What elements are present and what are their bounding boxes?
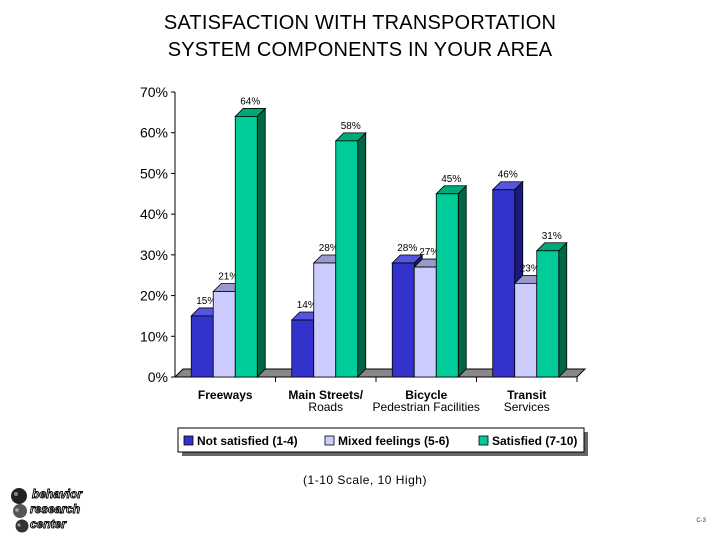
chart-title-line-2: SYSTEM COMPONENTS IN YOUR AREA: [167, 39, 553, 61]
data-label: 31%: [542, 231, 562, 242]
y-tick-label: 40%: [140, 206, 168, 222]
data-label: 28%: [319, 243, 339, 254]
legend-label: Satisfied (7-10): [492, 434, 577, 448]
bar: [190, 315, 214, 378]
y-tick-label: 50%: [140, 165, 168, 181]
legend-swatch: [183, 435, 194, 446]
bar: [536, 250, 560, 378]
x-tick-label: Bicycle: [405, 388, 447, 402]
x-tick-label: Main Streets/: [288, 388, 363, 402]
x-tick-label: Pedestrian Facilities: [373, 400, 480, 414]
logo-line-1: behavior: [32, 487, 83, 501]
chart-title-line-1: SATISFACTION WITH TRANSPORTATION: [163, 12, 557, 34]
y-tick-label: 20%: [140, 288, 168, 304]
legend-swatch: [324, 435, 335, 446]
legend-swatch: [478, 435, 489, 446]
y-tick-label: 10%: [140, 328, 168, 344]
logo-faces-icon: [11, 488, 29, 533]
data-label: 15%: [196, 296, 216, 307]
data-label: 21%: [218, 272, 238, 283]
bar: [212, 291, 236, 378]
data-label: 58%: [341, 121, 361, 132]
chart-title: SATISFACTION WITH TRANSPORTATION SYSTEM …: [0, 10, 720, 64]
bar: [514, 282, 538, 378]
data-label: 45%: [441, 174, 461, 185]
x-tick-label: Services: [504, 400, 550, 414]
bar: [492, 189, 516, 378]
y-tick-label: 0%: [148, 369, 168, 385]
x-tick-label: Freeways: [198, 388, 253, 402]
legend-box: [177, 427, 585, 453]
bar: [413, 266, 437, 378]
x-tick-label: Transit: [507, 388, 546, 402]
page-number: C-3: [696, 518, 706, 524]
logo-line-2: research: [30, 502, 80, 516]
y-tick-label: 60%: [140, 125, 168, 141]
data-label: 23%: [520, 263, 540, 274]
bar: [435, 193, 459, 378]
data-label: 14%: [297, 300, 317, 311]
bar: [335, 140, 359, 378]
legend-label: Mixed feelings (5-6): [338, 434, 449, 448]
y-tick-label: 70%: [140, 84, 168, 100]
data-label: 27%: [419, 247, 439, 258]
bar-side: [256, 107, 266, 378]
data-label: 64%: [240, 96, 260, 107]
legend-label: Not satisfied (1-4): [197, 434, 298, 448]
data-label: 46%: [498, 170, 518, 181]
bar: [234, 116, 258, 378]
bar: [391, 262, 415, 378]
data-label: 28%: [397, 243, 417, 254]
bar: [291, 319, 315, 378]
bar-side: [558, 241, 568, 378]
bar: [313, 262, 337, 378]
bar-side: [457, 184, 467, 378]
behavior-research-center-logo: behavior research center: [11, 487, 84, 533]
logo-line-3: center: [30, 517, 67, 531]
y-tick-label: 30%: [140, 247, 168, 263]
bar-side: [357, 131, 367, 378]
scale-footnote: (1-10 Scale, 10 High): [303, 473, 427, 487]
x-tick-label: Roads: [308, 400, 343, 414]
